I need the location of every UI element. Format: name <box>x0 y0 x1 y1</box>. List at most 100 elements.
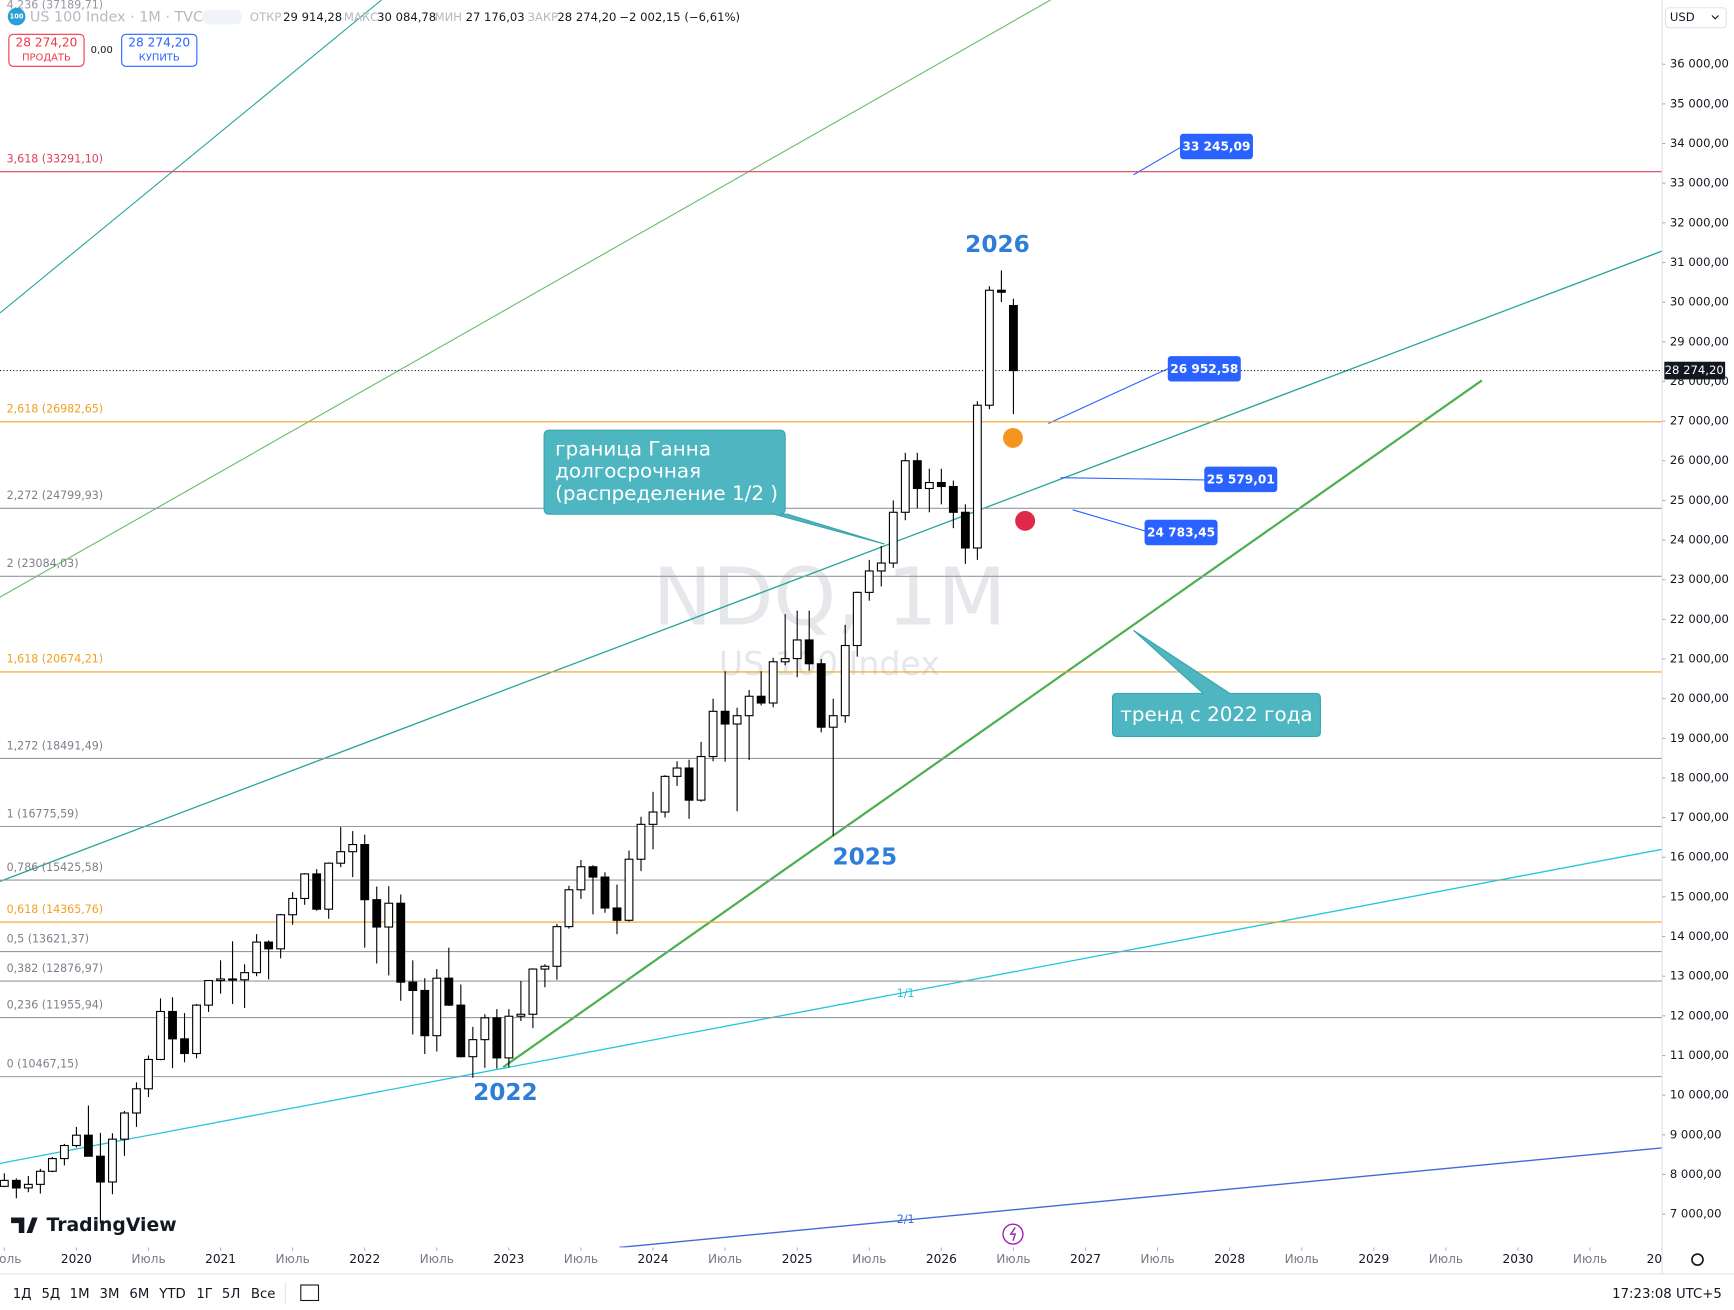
range-button[interactable]: 3М <box>100 1287 120 1302</box>
candle-body <box>204 980 213 1006</box>
y-tick-label: 32 000,00 <box>1670 215 1729 229</box>
trend-line <box>0 0 382 314</box>
price-label-box <box>1179 133 1253 160</box>
currency-button[interactable] <box>1664 7 1727 29</box>
candle-body <box>420 989 430 1037</box>
callout-box <box>543 429 885 545</box>
fib-label: 2,272 (24799,93) <box>7 489 103 502</box>
range-button[interactable]: 5Д <box>41 1287 60 1302</box>
candle-body <box>780 658 790 663</box>
settings-icon[interactable] <box>1691 1253 1704 1266</box>
candle-body <box>960 511 970 549</box>
fan-line <box>0 848 1663 1165</box>
candle-body <box>588 866 598 878</box>
x-tick-label: 2031 <box>1647 1252 1678 1266</box>
candle-body <box>576 866 586 891</box>
date-range-icon[interactable] <box>300 1284 320 1302</box>
y-tick-label: 8 000,00 <box>1670 1167 1722 1181</box>
y-tick-label: 26 000,00 <box>1670 453 1729 467</box>
y-tick-label: 24 000,00 <box>1670 533 1729 547</box>
symbol[interactable]: US 100 Index · 1M · TVC <box>30 10 203 26</box>
range-button[interactable]: 6М <box>129 1287 149 1302</box>
ohlc: ОТКР <box>250 10 281 24</box>
events-icon <box>1009 1227 1017 1242</box>
candle-body <box>984 289 994 406</box>
candle-body <box>96 1155 105 1183</box>
candle-body <box>288 897 298 916</box>
candle-body <box>144 1058 153 1090</box>
ohlc: МИН <box>435 10 462 24</box>
ohlc: −2 002,15 (−6,61%) <box>619 10 740 24</box>
range-button[interactable]: 1Д <box>13 1287 32 1302</box>
candle-body <box>876 562 886 572</box>
range-button[interactable]: 1М <box>70 1287 90 1302</box>
symbol-icon <box>7 7 26 26</box>
logo: TradingView <box>46 1215 176 1236</box>
candle-body <box>924 481 934 490</box>
y-tick-label: 27 000,00 <box>1670 414 1729 428</box>
price-label: 24 783,45 <box>1147 526 1215 540</box>
candle-body <box>372 899 382 928</box>
price-label-box <box>1144 519 1218 546</box>
x-tick-label: Июль <box>276 1252 310 1266</box>
candle-body <box>552 926 562 967</box>
candles <box>0 270 1018 1224</box>
range-button[interactable]: Все <box>251 1287 276 1302</box>
candle-body <box>384 902 394 928</box>
range-button[interactable]: 5Л <box>222 1287 240 1302</box>
buy-price: 28 274,20 <box>128 36 190 50</box>
candle-body <box>600 876 610 909</box>
chevron <box>1711 15 1719 20</box>
y-tick-label: 10 000,00 <box>1670 1088 1729 1102</box>
candle-body <box>564 889 574 928</box>
range-button[interactable]: YTD <box>158 1287 185 1302</box>
fib-label: 0,382 (12876,97) <box>7 962 103 975</box>
candle-body <box>252 941 262 974</box>
range-button[interactable]: 1Г <box>196 1287 213 1302</box>
candle-body <box>132 1088 141 1114</box>
fib-label: 3,618 (33291,10) <box>7 152 103 165</box>
ohlc: 28 274,20 <box>557 10 616 24</box>
x-tick-label: 2030 <box>1502 1252 1533 1266</box>
candle-body <box>408 981 418 992</box>
connector <box>1133 146 1182 176</box>
logo-mark <box>11 1217 38 1234</box>
y-tick-label: 25 000,00 <box>1670 493 1729 507</box>
candle-body <box>47 1158 57 1172</box>
y-tick-label: 15 000,00 <box>1670 889 1729 903</box>
fib-label: 1,618 (20674,21) <box>7 653 103 666</box>
candle-body <box>396 902 406 983</box>
candle-body <box>108 1138 117 1183</box>
spread: 0,00 <box>91 45 113 56</box>
sell-button[interactable] <box>8 33 85 67</box>
year-label: 2026 <box>965 231 1030 258</box>
x-tick-label: Июль <box>852 1252 886 1266</box>
candle-body <box>0 1179 9 1187</box>
buy-button[interactable] <box>121 33 198 67</box>
candle-body <box>624 858 634 921</box>
y-tick-label: 30 000,00 <box>1670 295 1729 309</box>
connector <box>1072 509 1145 532</box>
ohlc: 27 176,03 <box>466 10 525 24</box>
candle-body <box>456 1004 466 1058</box>
candle-body <box>11 1179 21 1189</box>
symbol-icon-text: 100 <box>10 13 24 21</box>
candle-body <box>936 481 946 488</box>
ohlc: ЗАКР <box>528 10 559 24</box>
fib-label: 0 (10467,15) <box>7 1057 79 1070</box>
trend-line <box>0 0 1051 598</box>
candle-body <box>672 767 682 777</box>
candle-body <box>444 977 454 1006</box>
y-tick-label: 21 000,00 <box>1670 651 1729 665</box>
candle-body <box>708 710 718 758</box>
x-tick-label: 2029 <box>1358 1252 1389 1266</box>
y-tick-label: 19 000,00 <box>1670 731 1729 745</box>
events-icon[interactable] <box>1002 1223 1024 1245</box>
candle-body <box>240 972 250 981</box>
candle-body <box>696 755 706 801</box>
candle-body <box>864 570 874 593</box>
y-tick-label: 18 000,00 <box>1670 770 1729 784</box>
candle-body <box>684 767 694 801</box>
y-tick-label: 14 000,00 <box>1670 929 1729 943</box>
